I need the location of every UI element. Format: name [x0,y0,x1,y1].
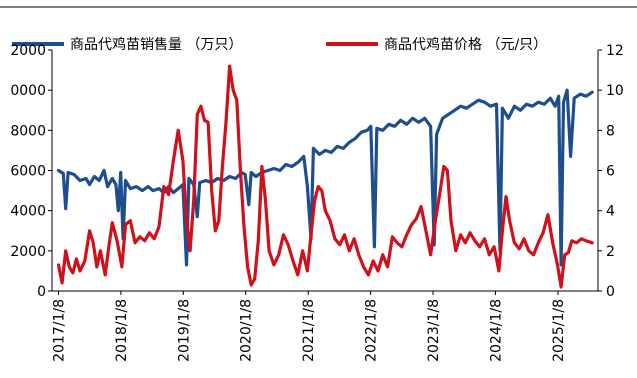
x-tick-label: 2020/1/8 [239,299,255,362]
x-tick-label: 2023/1/8 [426,299,442,362]
y-left-tick-label: 6000 [10,164,46,180]
y-right-tick-label: 12 [606,43,624,59]
series-line-1 [56,64,594,289]
y-left-tick-label: 4000 [10,204,46,220]
legend: 商品代鸡苗销售量 （万只） 商品代鸡苗价格 （元/只） [12,36,547,53]
x-tick-label: 2017/1/8 [51,299,67,362]
y-right-tick-label: 2 [606,244,615,260]
y-left-tick-label: 2000 [10,43,46,59]
x-tick-label: 2025/1/8 [551,299,567,362]
y-left-tick-label: 2000 [10,244,46,260]
y-right-tick-label: 0 [606,284,615,300]
y-right-tick-label: 4 [606,204,615,220]
x-tick-label: 2022/1/8 [364,299,380,362]
axes: 0 2000 4000 6000 8000 0000 2000 0 2 4 6 8 10 12 2017/1… [10,43,623,362]
legend-label-price: 商品代鸡苗价格 （元/只） [384,36,547,53]
x-tick-label: 2018/1/8 [114,299,130,362]
x-tick-label: 2024/1/8 [488,299,504,362]
y-right-tick-label: 8 [606,123,615,139]
plot-area [56,64,594,289]
y-right-tick-label: 10 [606,83,624,99]
y-left-tick-label: 0000 [10,83,46,99]
legend-label-sales: 商品代鸡苗销售量 （万只） [70,36,242,53]
y-right-tick-label: 6 [606,164,615,180]
x-tick-label: 2019/1/8 [176,299,192,362]
y-left-tick-label: 8000 [10,123,46,139]
y-left-tick-label: 0 [37,284,46,300]
x-tick-label: 2021/1/8 [301,299,317,362]
